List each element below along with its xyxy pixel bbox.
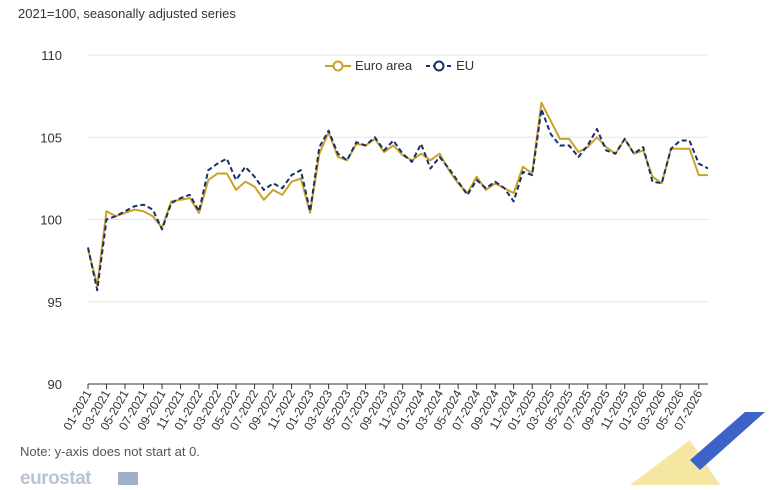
y-tick-label: 105 (40, 130, 62, 145)
legend-label-euro-area: Euro area (355, 58, 413, 73)
legend-label-eu: EU (456, 58, 475, 73)
eu-flag-icon (118, 472, 138, 485)
y-tick-label: 110 (41, 48, 62, 63)
chart-subtitle: 2021=100, seasonally adjusted series (18, 6, 236, 21)
y-tick-label: 100 (40, 213, 62, 228)
series-lines (87, 101, 709, 292)
series-line-euro-area[interactable] (87, 101, 708, 287)
y-tick-label: 95 (48, 295, 62, 310)
y-tick-label: 90 (48, 377, 62, 392)
axes: 909510010511001-202103-202105-202107-202… (40, 48, 708, 433)
legend: Euro area EU (325, 58, 474, 73)
legend-euro-area-marker-icon (325, 60, 351, 71)
legend-eu-marker-icon (426, 60, 453, 71)
grid-lines (88, 54, 708, 385)
legend-item-euro-area[interactable]: Euro area (325, 58, 412, 73)
eurostat-logo: eurostat (20, 468, 91, 489)
corner-decoration-icon (630, 412, 765, 485)
chart-note: Note: y-axis does not start at 0. (20, 444, 200, 459)
legend-item-eu[interactable]: EU (426, 58, 474, 73)
